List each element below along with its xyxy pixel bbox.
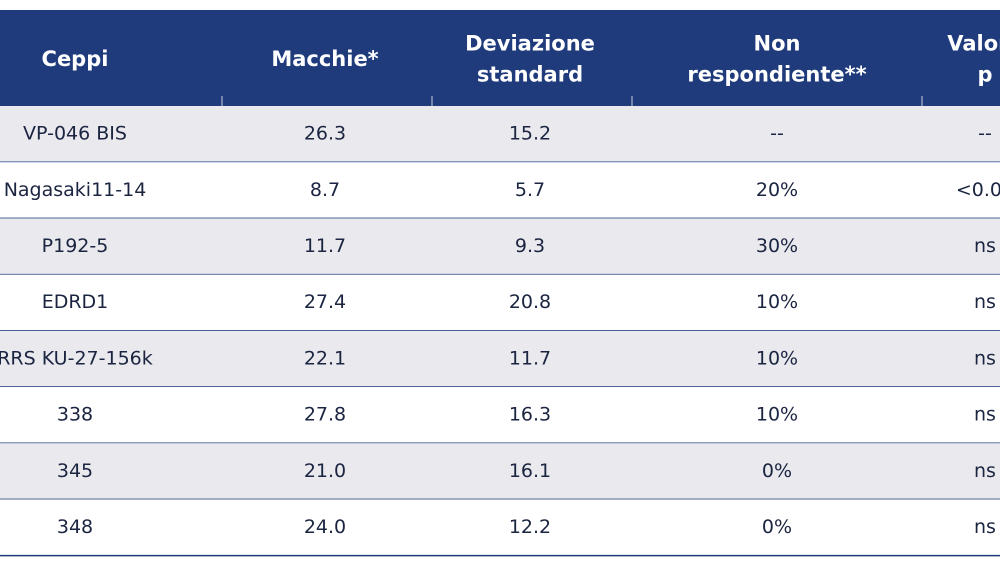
cell: 16.1 xyxy=(509,460,551,482)
cell: 10% xyxy=(756,291,798,313)
cell: 0% xyxy=(762,460,792,482)
cell: 27.4 xyxy=(304,291,346,313)
cell: 5.7 xyxy=(515,179,545,201)
cell: ns xyxy=(974,235,996,257)
row-background xyxy=(0,218,1000,275)
cell: EDRD1 xyxy=(42,291,109,313)
cell: 21.0 xyxy=(304,460,346,482)
row-background xyxy=(0,443,1000,500)
row-background xyxy=(0,387,1000,444)
cell: RRS KU-27-156k xyxy=(0,347,153,369)
cell: ns xyxy=(974,347,996,369)
cell: 20.8 xyxy=(509,291,551,313)
cell: 26.3 xyxy=(304,123,346,145)
header-cell: Macchie* xyxy=(271,47,378,71)
cell: <0.05 xyxy=(956,179,1000,201)
cell: -- xyxy=(770,123,784,145)
row-background xyxy=(0,499,1000,556)
cell: ns xyxy=(974,404,996,426)
cell: 16.3 xyxy=(509,404,551,426)
cell: 9.3 xyxy=(515,235,545,257)
cell: Nagasaki11-14 xyxy=(4,179,147,201)
cell: 345 xyxy=(57,460,93,482)
cell: 15.2 xyxy=(509,123,551,145)
cell: 338 xyxy=(57,404,93,426)
header-cell: Deviazione xyxy=(465,32,595,56)
row-background xyxy=(0,106,1000,163)
cell: 10% xyxy=(756,404,798,426)
cell: ns xyxy=(974,516,996,538)
header-cell: Ceppi xyxy=(42,47,109,71)
header-cell: Valore xyxy=(947,32,1000,56)
header-cell: respondiente** xyxy=(687,63,866,87)
row-background xyxy=(0,330,1000,387)
row-background xyxy=(0,274,1000,331)
cell: 22.1 xyxy=(304,347,346,369)
cell: 30% xyxy=(756,235,798,257)
cell: 20% xyxy=(756,179,798,201)
cell: 27.8 xyxy=(304,404,346,426)
cell: ns xyxy=(974,460,996,482)
cell: 0% xyxy=(762,516,792,538)
header-cell: Non xyxy=(754,32,801,56)
cell: P192-5 xyxy=(42,235,109,257)
cell: 8.7 xyxy=(310,179,340,201)
cell: VP-046 BIS xyxy=(23,123,127,145)
cell: 348 xyxy=(57,516,93,538)
cell: 12.2 xyxy=(509,516,551,538)
header-cell: standard xyxy=(477,63,583,87)
cell: 11.7 xyxy=(304,235,346,257)
header-cell: p xyxy=(977,63,992,87)
cell: -- xyxy=(978,123,992,145)
cell: 10% xyxy=(756,347,798,369)
cell: 24.0 xyxy=(304,516,346,538)
cell: 11.7 xyxy=(509,347,551,369)
header-background xyxy=(0,10,1000,106)
cell: ns xyxy=(974,291,996,313)
row-background xyxy=(0,162,1000,219)
